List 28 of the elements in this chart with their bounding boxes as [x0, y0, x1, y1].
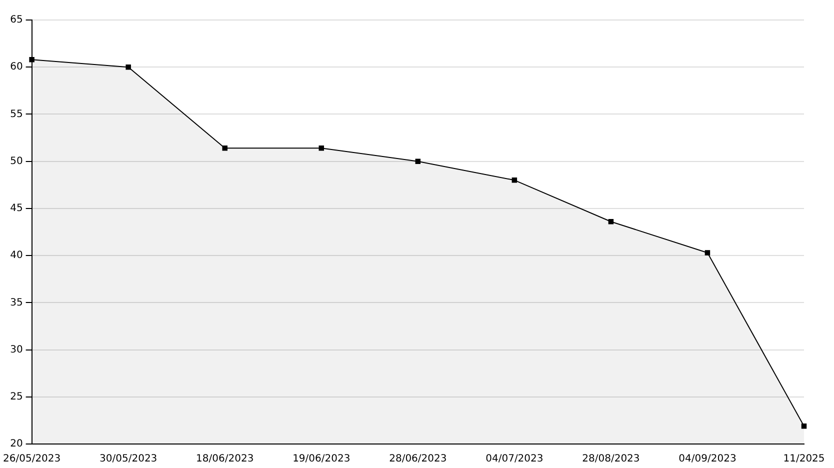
y-tick-label: 45 [10, 203, 23, 214]
y-tick-label: 60 [10, 62, 23, 73]
point [222, 146, 228, 151]
y-tick-label: 25 [10, 391, 23, 402]
x-tick-label: 19/06/2023 [292, 454, 350, 465]
point [608, 219, 614, 224]
y-tick-label: 65 [10, 14, 23, 26]
point [126, 64, 131, 70]
x-tick-label: 28/08/2023 [582, 454, 640, 465]
point [801, 423, 807, 429]
point [512, 178, 518, 183]
y-tick-label: 35 [10, 297, 23, 308]
y-tick-label: 50 [10, 156, 23, 167]
point [415, 158, 421, 164]
point [29, 56, 34, 62]
point [704, 250, 710, 256]
y-tick-label: 30 [10, 344, 23, 356]
y-tick-label: 20 [10, 438, 23, 450]
y-tick-label: 55 [10, 108, 23, 120]
x-tick-label: 26/05/2023 [3, 454, 61, 465]
x-tick-label: 18/06/2023 [196, 454, 254, 465]
x-tick-label: 28/06/2023 [389, 454, 447, 465]
x-tick-label: 11/2025 [783, 454, 825, 465]
x-tick-label: 04/09/2023 [678, 454, 736, 465]
y-tick-label: 40 [10, 250, 23, 262]
x-tick-label: 30/05/2023 [100, 454, 158, 465]
point [318, 146, 324, 151]
x-tick-label: 04/07/2023 [486, 454, 544, 465]
